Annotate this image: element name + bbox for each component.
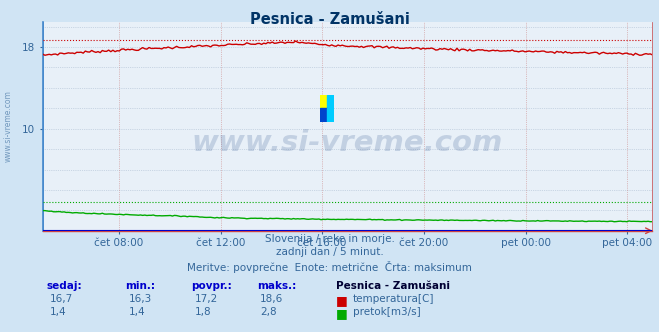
Text: www.si-vreme.com: www.si-vreme.com [192, 129, 503, 157]
Bar [320, 108, 327, 122]
Bar [327, 108, 333, 122]
Text: min.:: min.: [125, 281, 156, 290]
Text: 2,8: 2,8 [260, 307, 277, 317]
Text: 16,7: 16,7 [49, 294, 72, 304]
Text: temperatura[C]: temperatura[C] [353, 294, 434, 304]
Text: ■: ■ [336, 294, 348, 307]
Text: ■: ■ [336, 307, 348, 320]
Text: pretok[m3/s]: pretok[m3/s] [353, 307, 420, 317]
Text: Pesnica - Zamušani: Pesnica - Zamušani [336, 281, 450, 290]
Bar [327, 95, 333, 108]
Text: 18,6: 18,6 [260, 294, 283, 304]
Text: Pesnica - Zamušani: Pesnica - Zamušani [250, 12, 409, 27]
Text: povpr.:: povpr.: [191, 281, 232, 290]
Bar [320, 95, 327, 108]
Text: 16,3: 16,3 [129, 294, 152, 304]
Text: 1,8: 1,8 [194, 307, 211, 317]
Text: sedaj:: sedaj: [46, 281, 82, 290]
Text: Slovenija / reke in morje.: Slovenija / reke in morje. [264, 234, 395, 244]
Text: 17,2: 17,2 [194, 294, 217, 304]
Text: maks.:: maks.: [257, 281, 297, 290]
Text: 1,4: 1,4 [129, 307, 145, 317]
Text: Meritve: povprečne  Enote: metrične  Črta: maksimum: Meritve: povprečne Enote: metrične Črta:… [187, 261, 472, 273]
Text: 1,4: 1,4 [49, 307, 66, 317]
Text: www.si-vreme.com: www.si-vreme.com [3, 90, 13, 162]
Text: zadnji dan / 5 minut.: zadnji dan / 5 minut. [275, 247, 384, 257]
